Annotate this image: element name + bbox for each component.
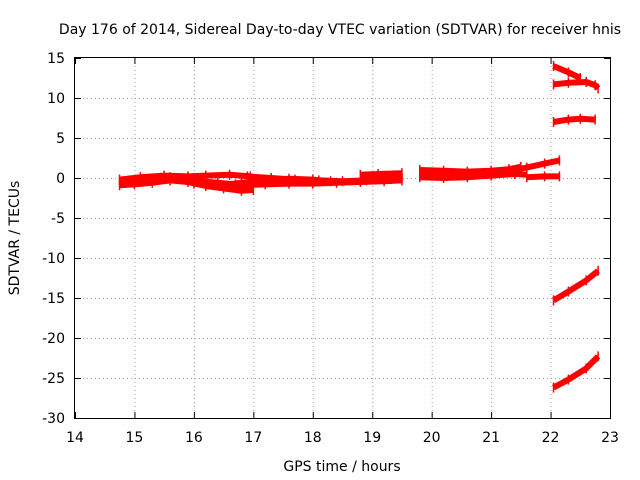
series-arc-14 bbox=[553, 115, 596, 125]
data-series bbox=[118, 61, 601, 393]
y-tick-label: 0 bbox=[56, 171, 65, 187]
y-tick-label: -5 bbox=[51, 211, 65, 227]
grid-lines bbox=[75, 58, 610, 418]
x-tick-label: 18 bbox=[304, 430, 322, 446]
y-axis-title: SDTVAR / TECUs bbox=[7, 181, 23, 296]
chart-title: Day 176 of 2014, Sidereal Day-to-day VTE… bbox=[59, 22, 621, 38]
y-tick-label: -10 bbox=[42, 251, 65, 267]
x-tick-labels: 14 15 16 17 18 19 20 21 22 23 bbox=[66, 430, 619, 446]
series-arc-3 bbox=[119, 171, 251, 183]
plot-frame bbox=[74, 57, 611, 419]
axis-ticks bbox=[75, 58, 611, 419]
y-tick-label: -20 bbox=[42, 331, 65, 347]
series-arc-16 bbox=[552, 354, 601, 391]
series-arc-11 bbox=[526, 173, 560, 181]
y-tick-label: -30 bbox=[42, 411, 65, 427]
series-arc-12 bbox=[552, 63, 582, 81]
y-tick-label: -15 bbox=[42, 291, 65, 307]
y-tick-label: 10 bbox=[47, 91, 65, 107]
series-arc-15 bbox=[551, 268, 600, 303]
series-arc-7 bbox=[360, 170, 403, 178]
x-tick-label: 20 bbox=[423, 430, 441, 446]
x-tick-label: 15 bbox=[126, 430, 144, 446]
x-tick-label: 22 bbox=[542, 430, 560, 446]
series-arc-9 bbox=[419, 163, 522, 175]
y-tick-label: -25 bbox=[42, 371, 65, 387]
y-tick-label: 5 bbox=[56, 131, 65, 147]
x-tick-label: 16 bbox=[185, 430, 203, 446]
series-arc-13 bbox=[553, 79, 601, 91]
x-tick-label: 21 bbox=[482, 430, 500, 446]
x-axis-title: GPS time / hours bbox=[283, 459, 400, 475]
x-tick-label: 17 bbox=[244, 430, 262, 446]
x-tick-label: 19 bbox=[363, 430, 381, 446]
series-arc-6 bbox=[241, 177, 403, 189]
y-tick-labels: 15 10 5 0 -5 -10 -15 -20 -25 -30 bbox=[42, 51, 65, 427]
x-tick-label: 14 bbox=[66, 430, 84, 446]
x-tick-label: 23 bbox=[601, 430, 619, 446]
series-arc-10 bbox=[419, 171, 528, 181]
y-tick-label: 15 bbox=[47, 51, 65, 67]
